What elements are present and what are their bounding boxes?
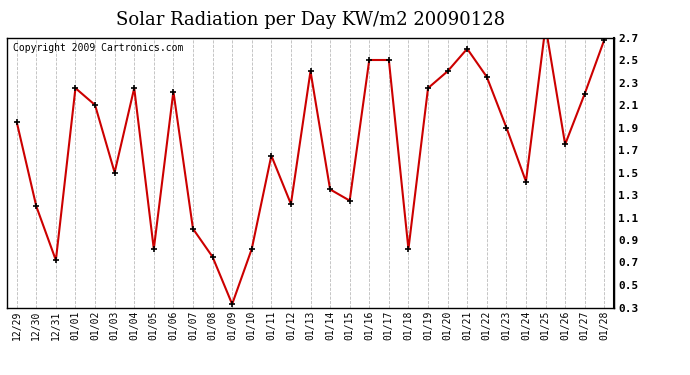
Text: Copyright 2009 Cartronics.com: Copyright 2009 Cartronics.com [13, 43, 184, 53]
Text: Solar Radiation per Day KW/m2 20090128: Solar Radiation per Day KW/m2 20090128 [116, 11, 505, 29]
